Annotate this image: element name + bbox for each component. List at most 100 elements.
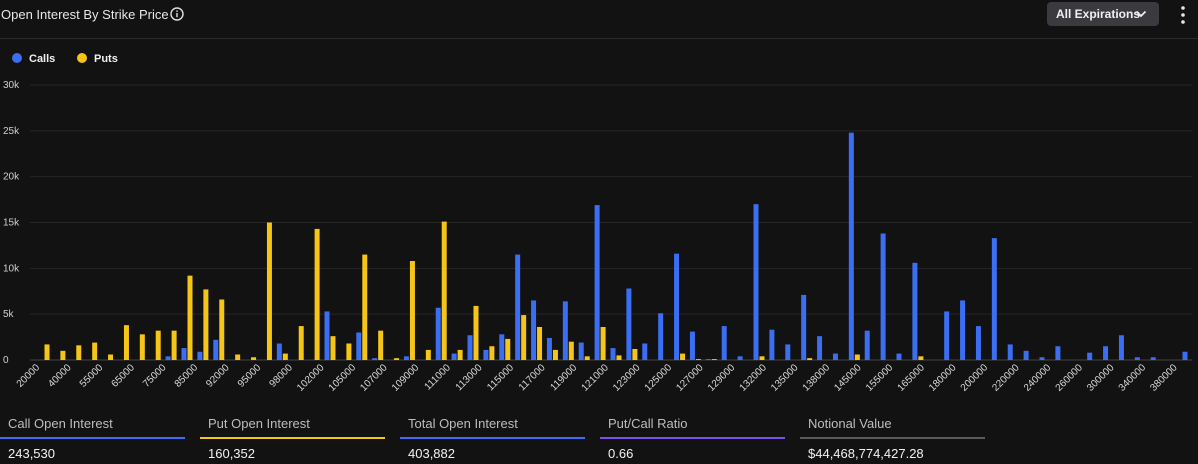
call-bar bbox=[896, 353, 902, 360]
call-bar bbox=[324, 311, 330, 360]
y-tick-label: 15k bbox=[3, 218, 20, 229]
call-bar bbox=[801, 294, 807, 360]
put-bar bbox=[394, 358, 400, 360]
call-bar bbox=[785, 344, 791, 360]
put-bar bbox=[139, 334, 145, 360]
call-bar bbox=[578, 342, 584, 360]
stat-underline bbox=[400, 437, 585, 439]
call-bar bbox=[737, 356, 743, 360]
x-tick-label: 127000 bbox=[674, 362, 706, 394]
x-tick-label: 98000 bbox=[267, 362, 295, 390]
stat-label: Notional Value bbox=[808, 416, 892, 431]
calls-swatch bbox=[12, 53, 22, 63]
x-tick-label: 115000 bbox=[485, 362, 516, 393]
x-tick-label: 121000 bbox=[580, 362, 612, 394]
legend-label-calls: Calls bbox=[29, 53, 56, 65]
put-bar bbox=[362, 254, 368, 360]
put-bar bbox=[918, 356, 924, 360]
call-bar bbox=[356, 332, 362, 360]
stat-put-open-interest: Put Open Interest 160,352 bbox=[200, 414, 385, 461]
more-options-icon[interactable] bbox=[1179, 5, 1187, 25]
call-bar bbox=[213, 339, 219, 360]
x-tick-label: 95000 bbox=[236, 362, 264, 390]
put-bar bbox=[282, 353, 288, 360]
info-icon[interactable] bbox=[170, 7, 184, 21]
legend-item-puts[interactable]: Puts bbox=[77, 53, 118, 65]
stat-underline bbox=[200, 437, 385, 439]
call-bar bbox=[674, 253, 680, 360]
call-bar bbox=[499, 334, 505, 360]
x-tick-label: 20000 bbox=[15, 362, 43, 390]
call-bar bbox=[165, 356, 171, 360]
call-bar bbox=[594, 205, 600, 360]
stat-value: 0.66 bbox=[608, 446, 634, 461]
put-bar bbox=[330, 336, 336, 360]
stat-notional-value: Notional Value $44,468,774,427.28 bbox=[800, 414, 985, 461]
put-bar bbox=[489, 346, 495, 360]
put-bar bbox=[219, 299, 225, 360]
put-bar bbox=[171, 330, 177, 360]
put-bar bbox=[695, 359, 701, 360]
put-bar bbox=[807, 358, 813, 360]
call-bar bbox=[467, 335, 473, 360]
put-bar bbox=[616, 355, 622, 360]
put-bar bbox=[600, 327, 606, 360]
stat-label: Put Open Interest bbox=[208, 416, 310, 431]
put-bar bbox=[711, 359, 717, 360]
x-tick-label: 119000 bbox=[548, 362, 579, 393]
call-bar bbox=[1118, 335, 1124, 360]
call-bar bbox=[769, 329, 775, 360]
stat-underline bbox=[0, 437, 185, 439]
expirations-dropdown[interactable]: All Expirations bbox=[1047, 2, 1159, 26]
stat-put-call-ratio: Put/Call Ratio 0.66 bbox=[600, 414, 785, 461]
call-bar bbox=[1150, 357, 1156, 360]
x-tick-label: 92000 bbox=[204, 362, 232, 390]
call-bar bbox=[276, 343, 282, 360]
put-bar bbox=[346, 343, 352, 360]
x-tick-label: 65000 bbox=[109, 362, 137, 390]
x-tick-label: 109000 bbox=[390, 362, 422, 394]
x-tick-label: 165000 bbox=[896, 362, 928, 394]
call-bar bbox=[435, 307, 441, 360]
x-tick-label: 260000 bbox=[1054, 362, 1086, 394]
put-bar bbox=[378, 330, 384, 360]
stat-label: Put/Call Ratio bbox=[608, 416, 688, 431]
x-tick-label: 40000 bbox=[46, 362, 74, 390]
put-bar bbox=[60, 350, 66, 360]
call-bar bbox=[944, 311, 950, 360]
x-tick-label: 132000 bbox=[738, 362, 770, 394]
call-bar bbox=[864, 330, 870, 360]
puts-swatch bbox=[77, 53, 87, 63]
expirations-label: All Expirations bbox=[1056, 7, 1141, 21]
put-bar bbox=[473, 305, 479, 360]
put-bar bbox=[203, 289, 209, 360]
stat-value: 160,352 bbox=[208, 446, 255, 461]
call-bar bbox=[832, 353, 838, 360]
put-bar bbox=[680, 353, 686, 360]
put-bar bbox=[521, 315, 527, 360]
x-tick-label: 55000 bbox=[78, 362, 106, 390]
put-bar bbox=[266, 222, 272, 360]
x-tick-label: 180000 bbox=[927, 362, 959, 394]
stat-label: Total Open Interest bbox=[408, 416, 518, 431]
put-bar bbox=[123, 325, 129, 360]
call-bar bbox=[610, 348, 616, 360]
legend-item-calls[interactable]: Calls bbox=[12, 53, 55, 65]
put-bar bbox=[251, 357, 257, 360]
put-bar bbox=[155, 330, 161, 360]
call-bar bbox=[642, 343, 648, 360]
put-bar bbox=[632, 349, 638, 360]
call-bar bbox=[515, 254, 521, 360]
call-bar bbox=[1039, 357, 1045, 360]
x-tick-label: 107000 bbox=[358, 362, 390, 394]
stat-value: 403,882 bbox=[408, 446, 455, 461]
y-tick-label: 30k bbox=[3, 80, 20, 91]
put-bar bbox=[505, 338, 511, 360]
x-tick-label: 129000 bbox=[706, 362, 738, 394]
call-bar bbox=[1055, 346, 1061, 360]
put-bar bbox=[409, 261, 415, 360]
put-bar bbox=[298, 326, 304, 360]
call-bar bbox=[975, 326, 981, 360]
stats-bar: Call Open Interest 243,530 Put Open Inte… bbox=[0, 414, 1198, 464]
put-bar bbox=[76, 345, 82, 360]
